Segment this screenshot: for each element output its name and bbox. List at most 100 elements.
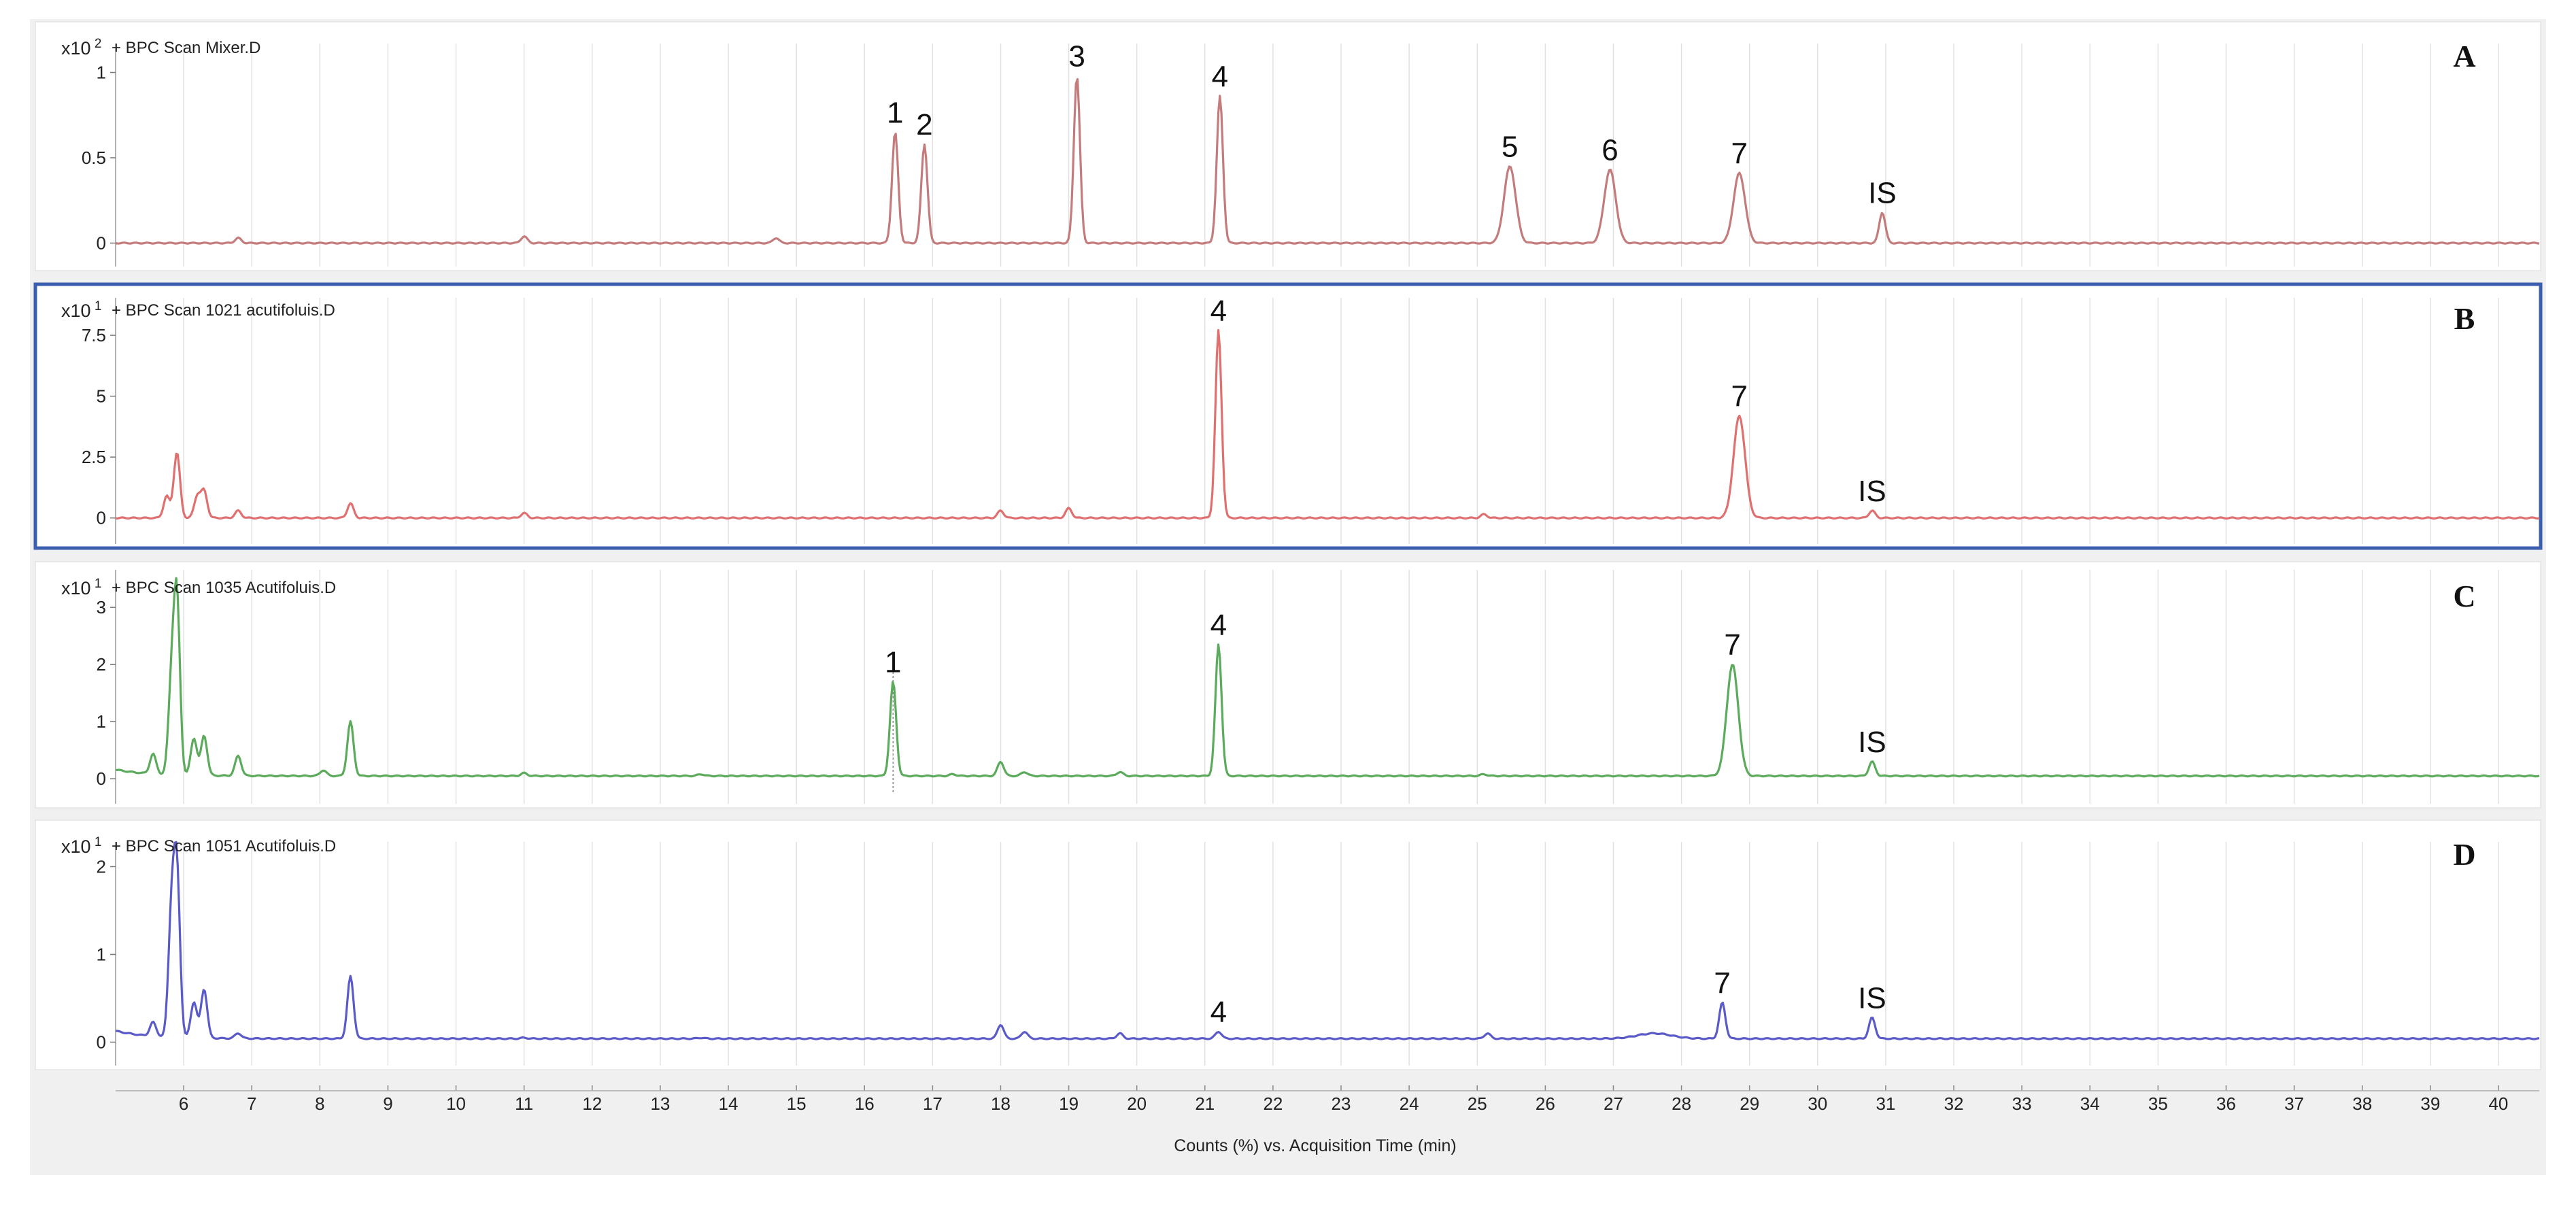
y-tick-label: 0	[97, 508, 106, 528]
x-tick-label: 32	[1944, 1093, 1964, 1114]
peak-label: 2	[916, 108, 932, 141]
y-tick-label: 2	[97, 856, 106, 877]
y-tick-label: 1	[97, 711, 106, 732]
x-tick-label: 6	[179, 1093, 188, 1114]
x-tick-label: 34	[2080, 1093, 2100, 1114]
x-axis-label: Counts (%) vs. Acquisition Time (min)	[1174, 1136, 1456, 1155]
peak-label: IS	[1858, 475, 1886, 508]
x-tick-label: 8	[315, 1093, 324, 1114]
series-line-c	[115, 577, 2540, 778]
scale-base: x10	[61, 301, 91, 321]
traces-layer	[115, 75, 2540, 1040]
y-tick-label: 7.5	[82, 325, 106, 345]
peak-label: IS	[1858, 981, 1886, 1015]
panel-letter: B	[2454, 301, 2475, 336]
series-line-a	[115, 78, 2540, 245]
scale-base: x10	[61, 38, 91, 58]
chromatogram-svg: 6 7 8 9 10 11 12 13 14 15 16 17 18 19 20 21 22 23 24 25 26 27…	[33, 21, 2543, 1155]
x-tick-label: 30	[1808, 1093, 1827, 1114]
peak-label: 7	[1724, 628, 1740, 662]
x-tick-label: 16	[855, 1093, 875, 1114]
peak-label: 5	[1502, 131, 1518, 164]
trace-title: + BPC Scan Mixer.D	[112, 39, 260, 57]
x-tick-label: 40	[2488, 1093, 2508, 1114]
x-tick-label: 13	[650, 1093, 670, 1114]
series-line-d	[116, 841, 2540, 1040]
panel-background	[33, 282, 2543, 550]
y-tick-label: 5	[97, 386, 106, 407]
y-tick-label: 0	[97, 233, 106, 253]
y-scale-label: x10 1	[61, 835, 101, 857]
peak-label: 4	[1210, 996, 1227, 1029]
y-tick-label: 1	[97, 63, 106, 83]
x-tick-label: 7	[247, 1093, 256, 1114]
x-tick-label: 22	[1263, 1093, 1283, 1114]
x-tick-label: 27	[1604, 1093, 1623, 1114]
panel-background	[35, 21, 2541, 271]
scale-base: x10	[61, 836, 91, 857]
x-tick-label: 31	[1876, 1093, 1895, 1114]
peak-label: 7	[1714, 966, 1730, 1000]
peak-label: 3	[1068, 40, 1085, 73]
peak-label: 1	[887, 96, 903, 129]
panel-letter: C	[2453, 579, 2475, 613]
scale-exponent: 2	[91, 37, 102, 51]
y-tick-label: 2.5	[82, 447, 106, 467]
x-tick-label: 35	[2148, 1093, 2168, 1114]
x-tick-label: 10	[446, 1093, 466, 1114]
x-tick-label: 26	[1536, 1093, 1555, 1114]
x-tick-label: 25	[1468, 1093, 1487, 1114]
x-tick-label: 18	[991, 1093, 1011, 1114]
x-tick-label: 11	[515, 1093, 533, 1114]
y-tick-label: 3	[97, 597, 106, 617]
x-tick-label: 24	[1400, 1093, 1419, 1114]
x-tick-label: 14	[719, 1093, 739, 1114]
scale-exponent: 1	[91, 299, 102, 313]
panel-background	[35, 819, 2541, 1070]
scale-exponent: 1	[91, 835, 102, 849]
peak-label: 4	[1212, 61, 1228, 94]
x-tick-label: 23	[1332, 1093, 1351, 1114]
y-scale-label: x10 1	[61, 299, 101, 321]
x-tick-label: 17	[923, 1093, 943, 1114]
trace-title: + BPC Scan 1051 Acutifoluis.D	[112, 837, 336, 855]
y-scale-label: x10 2	[61, 37, 101, 58]
peak-label: IS	[1868, 176, 1897, 209]
x-tick-label: 33	[2012, 1093, 2032, 1114]
x-tick-label: 12	[582, 1093, 602, 1114]
chromatogram-figure: 6 7 8 9 10 11 12 13 14 15 16 17 18 19 20 21 22 23 24 25 26 27…	[30, 19, 2546, 1175]
y-tick-label: 0.5	[82, 148, 106, 168]
peak-label: IS	[1858, 726, 1886, 759]
x-tick-label: 36	[2216, 1093, 2236, 1114]
peak-label: 1	[885, 645, 901, 679]
trace-title: + BPC Scan 1021 acutifoluis.D	[112, 301, 335, 320]
x-tick-label: 19	[1059, 1093, 1079, 1114]
panel-letter: D	[2453, 837, 2475, 872]
panel-background	[35, 561, 2541, 809]
scale-exponent: 1	[91, 577, 102, 591]
x-tick-label: 20	[1127, 1093, 1147, 1114]
peak-label: 4	[1210, 609, 1227, 642]
panel-letter: A	[2453, 39, 2475, 73]
y-tick-label: 2	[97, 654, 106, 675]
x-tick-label: 28	[1672, 1093, 1691, 1114]
x-tick-label: 39	[2420, 1093, 2440, 1114]
scale-base: x10	[61, 578, 91, 598]
x-tick-label: 38	[2352, 1093, 2372, 1114]
peak-label: 7	[1731, 137, 1747, 171]
trace-title: + BPC Scan 1035 Acutifoluis.D	[112, 579, 336, 597]
series-line-b	[116, 328, 2540, 520]
y-tick-label: 0	[97, 768, 106, 789]
x-tick-label: 29	[1740, 1093, 1759, 1114]
x-tick-label: 9	[383, 1093, 392, 1114]
peak-label: 6	[1601, 134, 1618, 167]
y-scale-label: x10 1	[61, 577, 101, 598]
x-tick-label: 37	[2284, 1093, 2304, 1114]
peak-label: 4	[1210, 294, 1227, 328]
grid-layer	[33, 21, 2543, 1070]
x-tick-label: 15	[787, 1093, 807, 1114]
axes-layer: 6 7 8 9 10 11 12 13 14 15 16 17 18 19 20 21 22 23 24 25 26 27…	[82, 44, 2539, 1114]
peak-label: 7	[1731, 379, 1747, 413]
y-tick-label: 1	[97, 944, 106, 964]
